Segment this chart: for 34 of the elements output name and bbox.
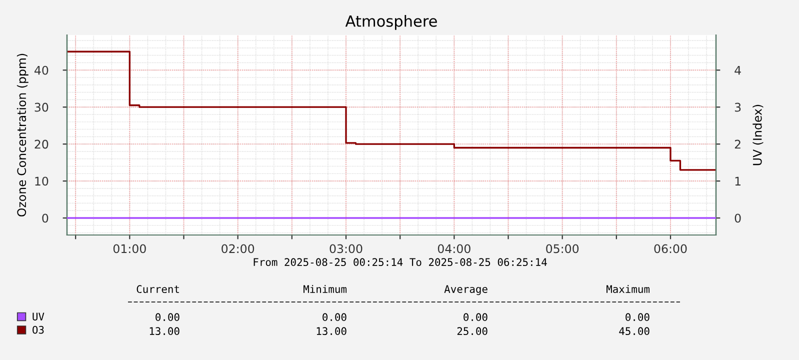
y-tick-label: 10	[35, 176, 48, 186]
y-tick-label: 0	[42, 214, 48, 223]
y2-tick-label: 4	[734, 66, 741, 75]
y2-tick-label: 2	[734, 140, 740, 149]
text: 13.00	[316, 327, 346, 336]
x-tick-label: 04:00	[438, 244, 470, 254]
y2-tick-label: 3	[734, 102, 741, 112]
x-tick-label: 02:00	[222, 244, 254, 254]
text: Maximum	[606, 284, 650, 294]
y-tick-label: 20	[34, 140, 48, 149]
y-tick-label: 30	[34, 102, 48, 112]
text: Current	[136, 285, 179, 294]
x-tick-label: 01:00	[113, 244, 146, 254]
x-tick-label: 03:00	[330, 244, 362, 254]
y2-axis-title: UV (Index)	[752, 104, 764, 166]
text: 45.00	[619, 327, 650, 336]
text: 13.00	[150, 327, 180, 336]
text: Average	[444, 285, 488, 296]
text: 25.00	[457, 327, 488, 336]
y-axis-title: Ozone Concentration (ppm)	[16, 54, 28, 216]
text: 0.00	[156, 313, 180, 322]
text: 0.00	[626, 313, 650, 322]
x-tick-label: 06:00	[654, 244, 687, 254]
y2-tick-label: 0	[734, 214, 741, 223]
x-tick-label: 05:00	[546, 244, 579, 254]
chart-title: Atmosphere	[345, 15, 437, 30]
legend-label: UV	[32, 312, 44, 320]
text: 0.00	[322, 313, 346, 322]
text: 0.00	[464, 313, 488, 322]
y2-tick-label: 1	[735, 176, 740, 186]
y-tick-label: 40	[34, 66, 48, 75]
text: From 2025-08-25 00:25:14 To 2025-08-25 06:25:14	[254, 258, 547, 266]
legend-label: O3	[32, 326, 44, 334]
text: Minimum	[304, 284, 347, 294]
